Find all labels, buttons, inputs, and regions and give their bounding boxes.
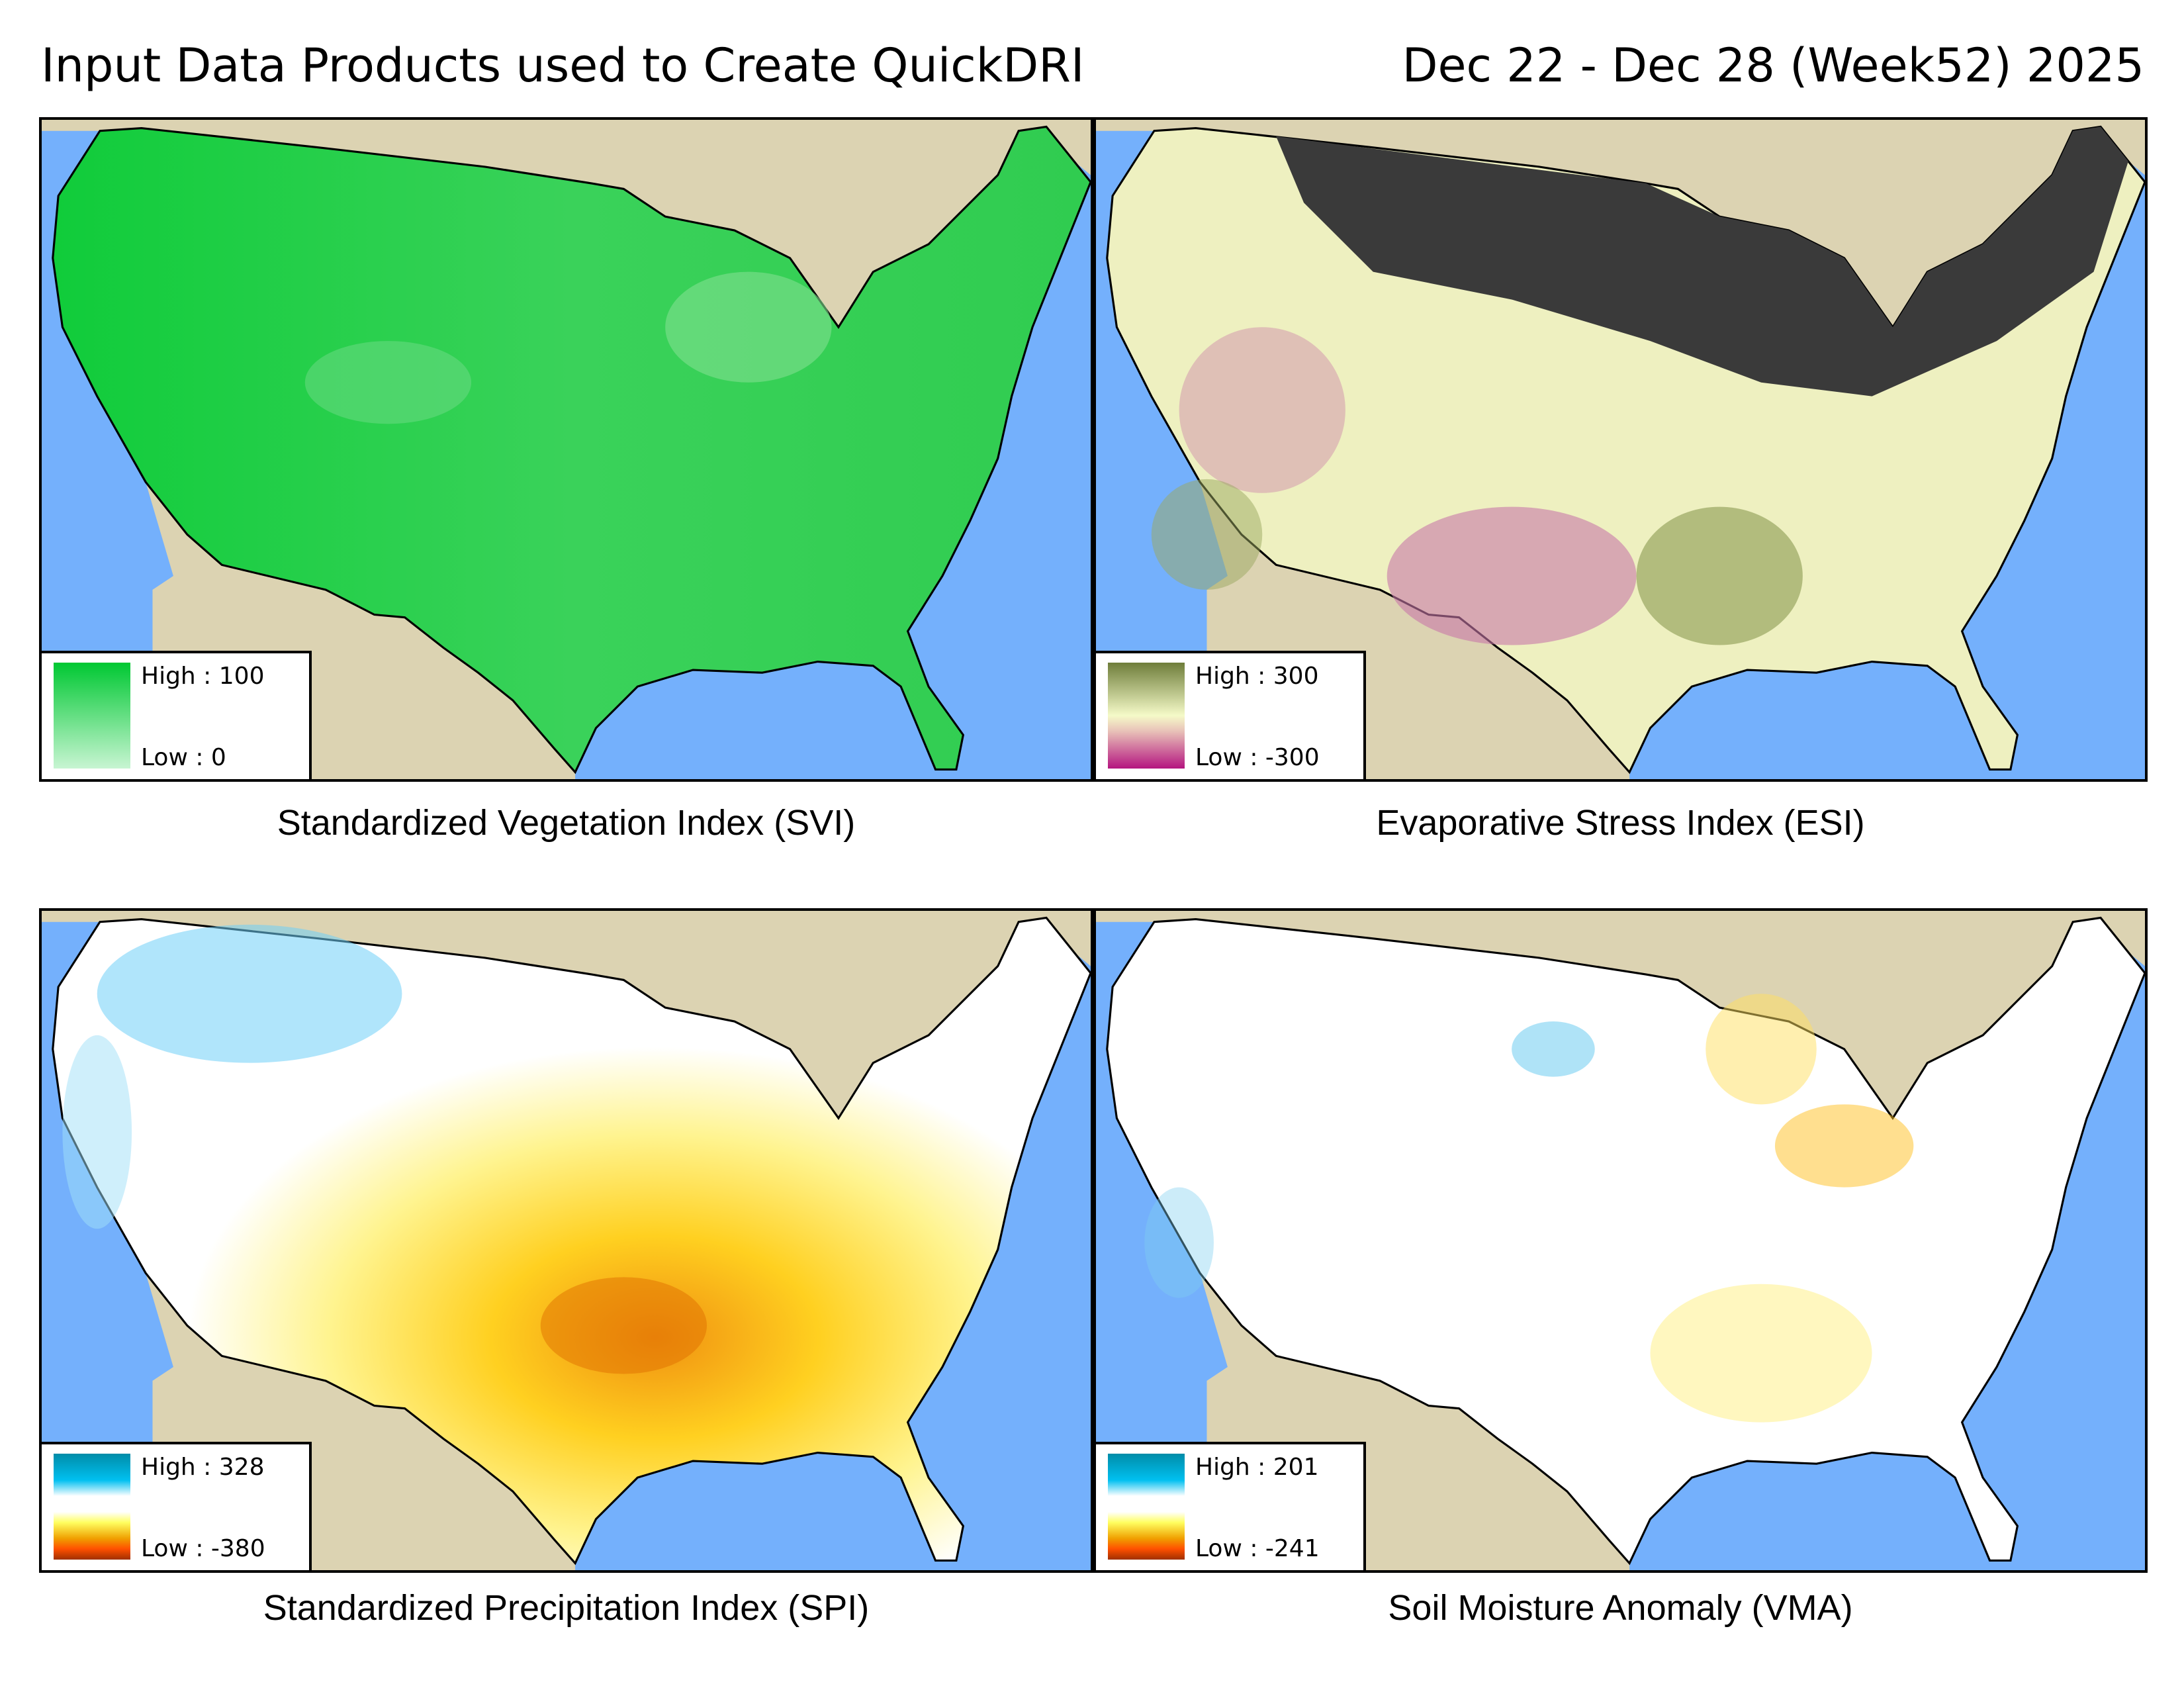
page-title: Input Data Products used to Create Quick… [41, 38, 1085, 93]
legend-low: Low : 0 [141, 744, 226, 771]
legend-color-ramp [1108, 663, 1185, 769]
legend-high: High : 328 [141, 1454, 265, 1481]
svi-map-panel: High : 100 Low : 0 [39, 117, 1093, 782]
spi-legend: High : 328 Low : -380 [42, 1442, 312, 1570]
legend-high: High : 300 [1195, 663, 1319, 690]
legend-high: High : 100 [141, 663, 265, 690]
esi-caption: Evaporative Stress Index (ESI) [1376, 803, 1865, 843]
legend-color-ramp [1108, 1454, 1185, 1560]
legend-low: Low : -300 [1195, 744, 1320, 771]
spi-map-panel: High : 328 Low : -380 [39, 908, 1093, 1573]
svi-legend: High : 100 Low : 0 [42, 651, 312, 779]
legend-low: Low : -241 [1195, 1535, 1320, 1562]
esi-map-panel: High : 300 Low : -300 [1093, 117, 2148, 782]
spi-map [42, 911, 1091, 1570]
esi-legend: High : 300 Low : -300 [1096, 651, 1366, 779]
svi-caption: Standardized Vegetation Index (SVI) [277, 803, 856, 843]
legend-high: High : 201 [1195, 1454, 1319, 1481]
esi-map [1096, 120, 2145, 779]
spi-caption: Standardized Precipitation Index (SPI) [263, 1588, 870, 1628]
vma-caption: Soil Moisture Anomaly (VMA) [1388, 1588, 1853, 1628]
date-range: Dec 22 - Dec 28 (Week52) 2025 [1402, 38, 2144, 93]
legend-color-ramp [54, 1454, 130, 1560]
legend-color-ramp [54, 663, 130, 769]
vma-legend: High : 201 Low : -241 [1096, 1442, 1366, 1570]
svi-map [42, 120, 1091, 779]
vma-map-panel: High : 201 Low : -241 [1093, 908, 2148, 1573]
legend-low: Low : -380 [141, 1535, 265, 1562]
vma-map [1096, 911, 2145, 1570]
